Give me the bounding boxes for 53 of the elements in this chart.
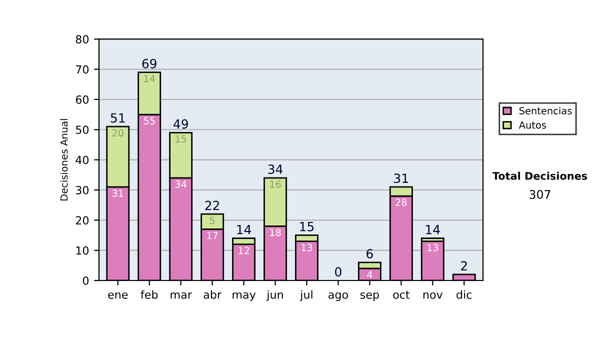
data-label: 55 — [144, 117, 155, 124]
total-label: 0 — [335, 267, 342, 277]
data-label: 17 — [207, 232, 218, 240]
x-tick-label: nov — [423, 292, 443, 299]
y-tick-label: 30 — [76, 186, 89, 194]
x-tick-label: dic — [456, 290, 472, 299]
total-label: 14 — [426, 225, 440, 234]
data-label: 16 — [270, 180, 281, 188]
total-label: 49 — [173, 119, 188, 129]
y-tick-label: 40 — [76, 156, 89, 164]
y-tick-label: 10 — [76, 246, 89, 255]
legend-label: Sentencias — [519, 106, 572, 114]
y-tick-label: 20 — [76, 216, 89, 225]
y-tick-label: 0 — [82, 276, 89, 285]
x-tick-label: ago — [328, 292, 348, 301]
text: Total Decisiones — [492, 172, 588, 180]
data-label: 34 — [175, 180, 186, 188]
y-tick-label: 50 — [76, 126, 89, 134]
x-tick-label: feb — [140, 290, 158, 299]
y-tick-label: 70 — [76, 65, 89, 74]
total-label: 14 — [237, 225, 252, 234]
x-tick-label: abr — [204, 290, 222, 299]
data-label: 18 — [270, 228, 281, 236]
data-label: 15 — [176, 135, 186, 143]
total-label: 22 — [205, 200, 220, 210]
x-tick-label: may — [232, 292, 256, 301]
text: 307 — [530, 190, 550, 199]
total-label: 31 — [394, 174, 408, 184]
x-tick-label: oct — [393, 290, 410, 299]
legend-label: Autos — [518, 121, 546, 129]
x-tick-label: ene — [108, 292, 128, 299]
data-label: 13 — [302, 244, 312, 252]
total-label: 51 — [110, 113, 125, 123]
data-label: 31 — [112, 190, 124, 197]
total-label: 15 — [300, 222, 314, 232]
y-tick-label: 60 — [76, 95, 89, 104]
total-label: 34 — [268, 164, 283, 174]
x-tick-label: jul — [300, 290, 312, 301]
x-tick-label: jun — [266, 290, 283, 301]
x-tick-label: sep — [360, 292, 379, 301]
data-label: 20 — [112, 129, 124, 137]
total-label: 6 — [366, 249, 373, 258]
x-tick-label: mar — [170, 292, 192, 299]
data-label: 14 — [144, 75, 155, 82]
data-label: 4 — [367, 271, 372, 278]
y-tick-label: 80 — [76, 35, 89, 44]
data-label: 5 — [210, 216, 215, 224]
total-label: 2 — [461, 261, 467, 270]
data-label: 13 — [428, 244, 438, 252]
y-axis-title: Decisiones Anual — [60, 119, 68, 200]
total-label: 69 — [142, 58, 156, 68]
data-label: 28 — [396, 198, 407, 206]
data-label: 12 — [238, 246, 249, 254]
